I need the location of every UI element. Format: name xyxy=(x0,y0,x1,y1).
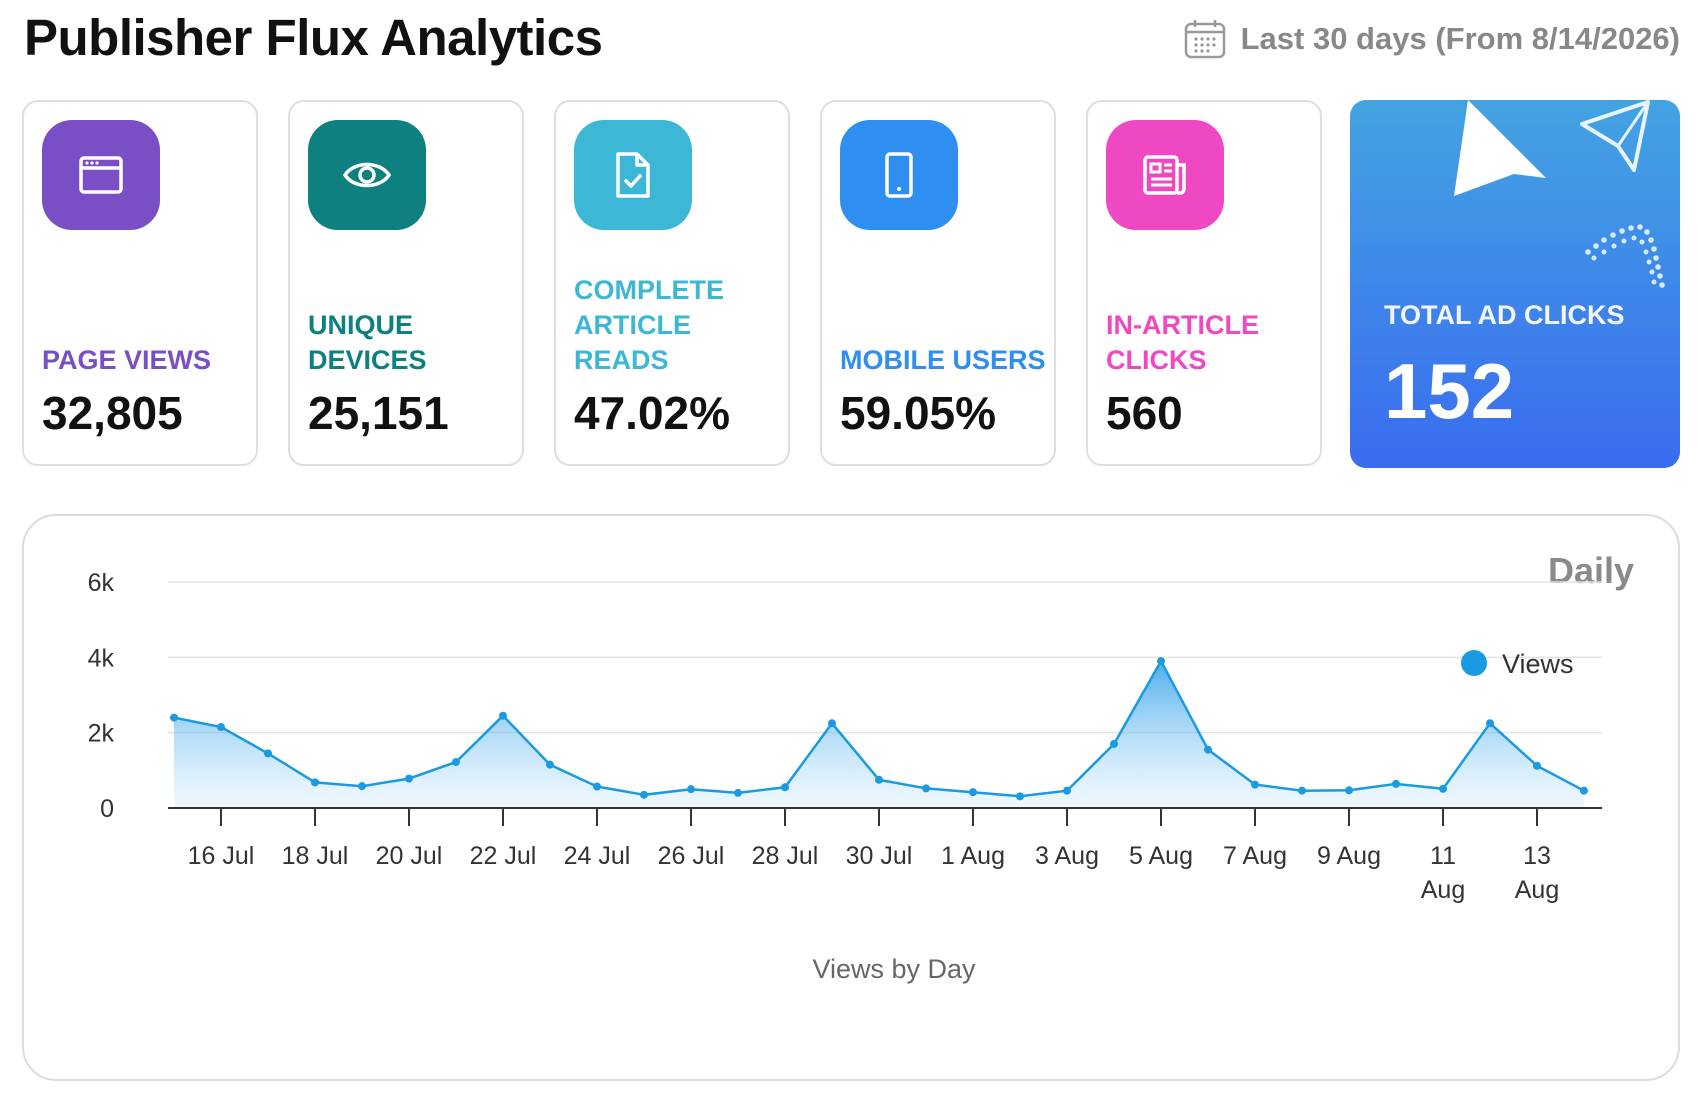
views-area-chart: 16 Jul 18 Jul 20 Jul 22 Jul 24 Jul 26 Jul 28 J… xyxy=(88,569,1602,984)
legend-marker-views xyxy=(1461,650,1487,676)
page-views-card: PAGE VIEWS 32,805 xyxy=(22,100,258,466)
article-reads-card: COMPLETE ARTICLE READS 47.02% xyxy=(554,100,790,466)
data-point[interactable] xyxy=(828,719,836,728)
data-point[interactable] xyxy=(499,711,507,720)
mobile-users-value: 59.05% xyxy=(840,387,997,439)
date-range-picker[interactable]: Last 30 days (From 8/14/2026) xyxy=(1183,18,1680,60)
data-point[interactable] xyxy=(217,723,225,732)
page-views-label: PAGE VIEWS xyxy=(42,345,212,375)
data-point[interactable] xyxy=(1298,786,1306,795)
x-tick-label: 30 Jul xyxy=(846,842,913,870)
data-point[interactable] xyxy=(1063,786,1071,795)
x-tick-label: 3 Aug xyxy=(1035,842,1099,870)
y-tick-label: 0 xyxy=(100,795,114,823)
data-point[interactable] xyxy=(1533,761,1541,770)
data-point[interactable] xyxy=(1157,657,1165,666)
data-point[interactable] xyxy=(358,782,366,791)
data-point[interactable] xyxy=(405,774,413,783)
x-tick-label: 20 Jul xyxy=(376,842,443,870)
calendar-icon xyxy=(1184,20,1225,59)
data-point[interactable] xyxy=(640,790,648,799)
data-point[interactable] xyxy=(922,784,930,793)
data-point[interactable] xyxy=(452,758,460,767)
data-point[interactable] xyxy=(546,760,554,769)
x-tick-label: 5 Aug xyxy=(1129,842,1193,870)
period-toggle[interactable]: Daily xyxy=(1547,550,1634,591)
data-point[interactable] xyxy=(875,775,883,784)
data-point[interactable] xyxy=(687,785,695,794)
x-tick-label: 1 Aug xyxy=(941,842,1005,870)
x-tick-label: 7 Aug xyxy=(1223,842,1287,870)
total-ad-clicks-label: TOTAL AD CLICKS xyxy=(1384,300,1625,330)
article-reads-label: COMPLETE ARTICLE READS xyxy=(574,275,725,375)
data-point[interactable] xyxy=(1251,780,1259,789)
y-tick-label: 4k xyxy=(88,644,115,672)
date-range-label: Last 30 days (From 8/14/2026) xyxy=(1240,21,1680,56)
data-point[interactable] xyxy=(1016,792,1024,801)
total-ad-clicks-value: 152 xyxy=(1384,347,1515,435)
browser-window-icon xyxy=(42,120,160,230)
data-point[interactable] xyxy=(264,749,272,758)
x-tick-label: 22 Jul xyxy=(470,842,537,870)
x-tick-label: 18 Jul xyxy=(282,842,349,870)
page-title: Publisher Flux Analytics xyxy=(24,9,603,66)
page-views-value: 32,805 xyxy=(42,387,183,439)
y-tick-label: 6k xyxy=(88,569,115,597)
chart-legend[interactable]: Views xyxy=(1461,649,1574,679)
article-reads-value: 47.02% xyxy=(574,387,731,439)
decorative-arrows-icon xyxy=(1454,100,1665,288)
data-point[interactable] xyxy=(593,782,601,791)
data-point[interactable] xyxy=(1110,739,1118,748)
newspaper-icon xyxy=(1106,120,1224,230)
unique-devices-label: UNIQUE DEVICES xyxy=(308,310,427,375)
document-check-icon xyxy=(574,120,692,230)
data-point[interactable] xyxy=(1392,779,1400,788)
data-point[interactable] xyxy=(969,788,977,797)
data-point[interactable] xyxy=(1439,784,1447,793)
unique-devices-value: 25,151 xyxy=(308,387,449,439)
in-article-clicks-card: IN-ARTICLE CLICKS 560 xyxy=(1086,100,1322,466)
data-point[interactable] xyxy=(1580,786,1588,795)
in-article-clicks-value: 560 xyxy=(1106,387,1183,439)
eye-icon xyxy=(308,120,426,230)
x-tick-label: 13 Aug xyxy=(1515,842,1559,904)
unique-devices-card: UNIQUE DEVICES 25,151 xyxy=(288,100,524,466)
data-point[interactable] xyxy=(1345,786,1353,795)
x-axis-title: Views by Day xyxy=(812,954,976,984)
data-point[interactable] xyxy=(1204,745,1212,754)
in-article-clicks-label: IN-ARTICLE CLICKS xyxy=(1106,310,1259,375)
mobile-users-card: MOBILE USERS 59.05% xyxy=(820,100,1056,466)
legend-label-views: Views xyxy=(1502,649,1574,679)
mobile-users-label: MOBILE USERS xyxy=(840,345,1046,375)
data-point[interactable] xyxy=(170,713,178,722)
data-point[interactable] xyxy=(1486,719,1494,728)
views-area-fill xyxy=(174,661,1584,808)
x-tick-label: 11 Aug xyxy=(1421,842,1465,904)
data-point[interactable] xyxy=(734,788,742,797)
x-tick-label: 28 Jul xyxy=(752,842,819,870)
total-ad-clicks-card: TOTAL AD CLICKS 152 xyxy=(1350,100,1680,468)
data-point[interactable] xyxy=(781,783,789,792)
views-chart-panel: Daily 16 Jul 18 Jul 20 Jul 22 Jul 24 Jul 26 J… xyxy=(22,514,1680,1081)
x-tick-label: 9 Aug xyxy=(1317,842,1381,870)
y-tick-label: 2k xyxy=(88,720,115,748)
data-point[interactable] xyxy=(311,778,319,787)
x-tick-label: 24 Jul xyxy=(564,842,631,870)
x-tick-label: 26 Jul xyxy=(658,842,725,870)
x-tick-label: 16 Jul xyxy=(188,842,255,870)
mobile-phone-icon xyxy=(840,120,958,230)
